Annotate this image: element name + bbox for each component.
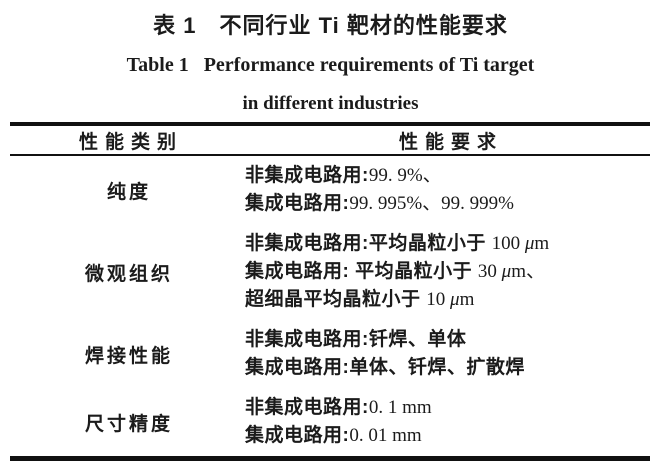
text-segment: 集成电路用:单体、钎焊、扩散焊 [245,357,525,378]
text-segment: 集成电路用: 平均晶粒小于 [245,261,478,282]
table-caption: 表 1 不同行业 Ti 靶材的性能要求 Table 1 Performance … [0,0,661,116]
text-segment: μ [450,289,460,310]
category-cell: 焊接性能 [84,345,173,367]
text-segment: 、 [422,193,442,214]
requirement-cell: 非集成电路用:99. 9%、 集成电路用:99. 995%、99. 999% [245,162,650,218]
category-cell: 纯度 [106,181,151,203]
requirement-line: 集成电路用:99. 995%、99. 999% [245,190,650,218]
text-segment: 99. 995% [349,193,423,214]
text-segment: 30 [477,261,502,282]
table-header-row: 性能类别 性能要求 [10,126,650,156]
text-segment: 99. 9% [368,165,423,186]
table-row: 焊接性能 非集成电路用:钎焊、单体集成电路用:单体、钎焊、扩散焊 [10,320,650,388]
requirement-line: 集成电路用:单体、钎焊、扩散焊 [245,354,650,382]
text-segment: 非集成电路用: [245,397,369,418]
text-segment: 集成电路用: [245,193,350,214]
header-requirement: 性能要求 [398,131,503,153]
text-segment: 超细晶平均晶粒小于 [245,289,427,310]
table-row: 纯度 非集成电路用:99. 9%、 集成电路用:99. 995%、99. 999% [10,156,650,224]
requirement-line: 超细晶平均晶粒小于 10 μm [245,286,650,314]
table-title-en-line1: Table 1 Performance requirements of Ti t… [126,54,535,76]
text-segment: 10 [426,289,451,310]
header-category: 性能类别 [78,131,183,153]
text-segment: μ [524,233,535,254]
text-segment: 非集成电路用:平均晶粒小于 [245,233,492,254]
requirement-line: 集成电路用:0. 01 mm [245,422,650,450]
text-segment: m [511,261,526,282]
requirement-cell: 非集成电路用:钎焊、单体集成电路用:单体、钎焊、扩散焊 [245,326,650,382]
requirement-line: 非集成电路用:钎焊、单体 [245,326,650,354]
text-segment: m [534,233,550,254]
text-segment: 、 [422,165,442,186]
text-segment: 0. 01 mm [349,425,422,446]
text-segment: 100 [491,233,525,254]
table-title-en-line2: in different industries [242,93,419,114]
text-segment: μ [501,261,512,282]
requirement-cell: 非集成电路用:0. 1 mm 集成电路用:0. 01 mm [245,394,650,450]
category-cell: 尺寸精度 [84,413,173,435]
table-body: 纯度 非集成电路用:99. 9%、 集成电路用:99. 995%、99. 999% 微… [10,156,650,456]
table-row: 尺寸精度 非集成电路用:0. 1 mm 集成电路用:0. 01 mm [10,388,650,456]
text-segment: 非集成电路用: [245,165,369,186]
requirement-line: 非集成电路用:99. 9%、 [245,162,650,190]
table-title-zh: 表 1 不同行业 Ti 靶材的性能要求 [153,13,508,38]
requirement-line: 非集成电路用:0. 1 mm [245,394,650,422]
text-segment: m [459,289,475,310]
text-segment: 0. 1 mm [368,397,432,418]
requirement-line: 非集成电路用:平均晶粒小于 100 μm [245,230,650,258]
table-row: 微观组织 非集成电路用:平均晶粒小于 100 μm 集成电路用: 平均晶粒小于 30… [10,224,650,320]
category-cell: 微观组织 [84,263,173,285]
text-segment: 99. 999% [441,193,514,214]
text-segment: 、 [525,261,545,282]
requirement-line: 集成电路用: 平均晶粒小于 30 μm、 [245,258,650,286]
performance-requirements-table: 性能类别 性能要求 纯度 非集成电路用:99. 9%、 集成电路用:99. 995%… [10,122,650,461]
requirement-cell: 非集成电路用:平均晶粒小于 100 μm 集成电路用: 平均晶粒小于 30 μm、… [245,230,650,314]
text-segment: 非集成电路用:钎焊、单体 [245,329,467,350]
text-segment: 集成电路用: [245,425,350,446]
